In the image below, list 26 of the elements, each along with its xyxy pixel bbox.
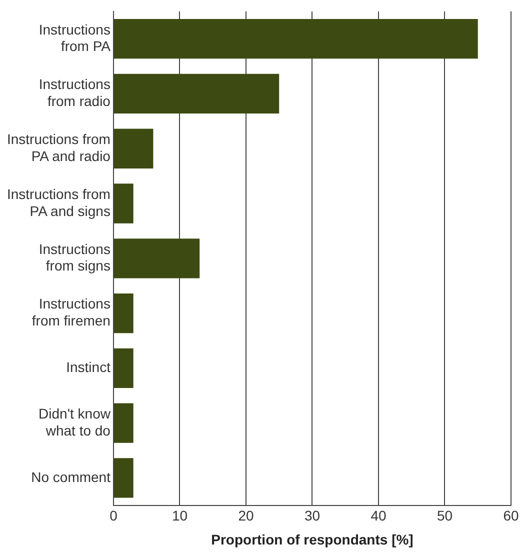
x-axis-title: Proportion of respondants [%] [211, 531, 414, 548]
y-tick-label: Instructions from radio [38, 76, 111, 109]
bar [114, 238, 200, 278]
bar [114, 128, 154, 168]
x-tick-label: 30 [304, 508, 320, 524]
y-tick-label: Instructions from PA and signs [6, 186, 110, 219]
x-tick-label: 50 [436, 508, 453, 524]
y-tick-label: Instructions from signs [38, 240, 110, 274]
x-tick-label: 40 [370, 508, 386, 524]
bar [114, 19, 478, 59]
bar [114, 184, 134, 224]
bar [114, 74, 280, 114]
x-tick-label: 60 [503, 508, 519, 524]
y-tick-label: Instructions from PA and radio [6, 131, 111, 164]
bar [114, 458, 134, 498]
y-tick-label: No comment [31, 468, 111, 485]
y-tick-label: Didn't know what to do [38, 406, 112, 438]
x-tick-label: 0 [110, 508, 118, 524]
bar [114, 293, 134, 334]
bar [114, 348, 134, 388]
bar [114, 403, 134, 443]
x-tick-label: 20 [238, 508, 254, 524]
y-tick-label: Instinct [66, 359, 111, 376]
x-tick-label: 10 [172, 508, 188, 524]
y-tick-label: Instructions from firemen [32, 296, 110, 329]
y-tick-label: Instructions from PA [38, 21, 112, 54]
